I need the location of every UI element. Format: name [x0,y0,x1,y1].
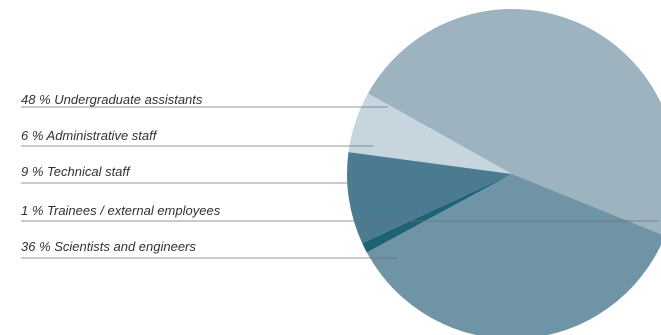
label-technical-staff: 9 % Technical staff [21,164,131,179]
slice-scientists-and-engineers [366,174,661,335]
slice-trainees-external-employees [362,174,512,253]
label-administrative-staff: 6 % Administrative staff [21,128,158,143]
label-undergraduate-assistants: 48 % Undergraduate assistants [21,92,203,107]
slice-administrative-staff [348,93,512,174]
pie-slices [347,9,661,335]
leader-lines [21,106,658,259]
slice-undergraduate-assistants [367,9,661,235]
label-scientists-and-engineers: 36 % Scientists and engineers [21,239,196,254]
label-trainees-external-employees: 1 % Trainees / external employees [21,203,221,218]
slice-technical-staff [347,152,512,244]
slice-labels: 48 % Undergraduate assistants 6 % Admini… [21,92,221,254]
